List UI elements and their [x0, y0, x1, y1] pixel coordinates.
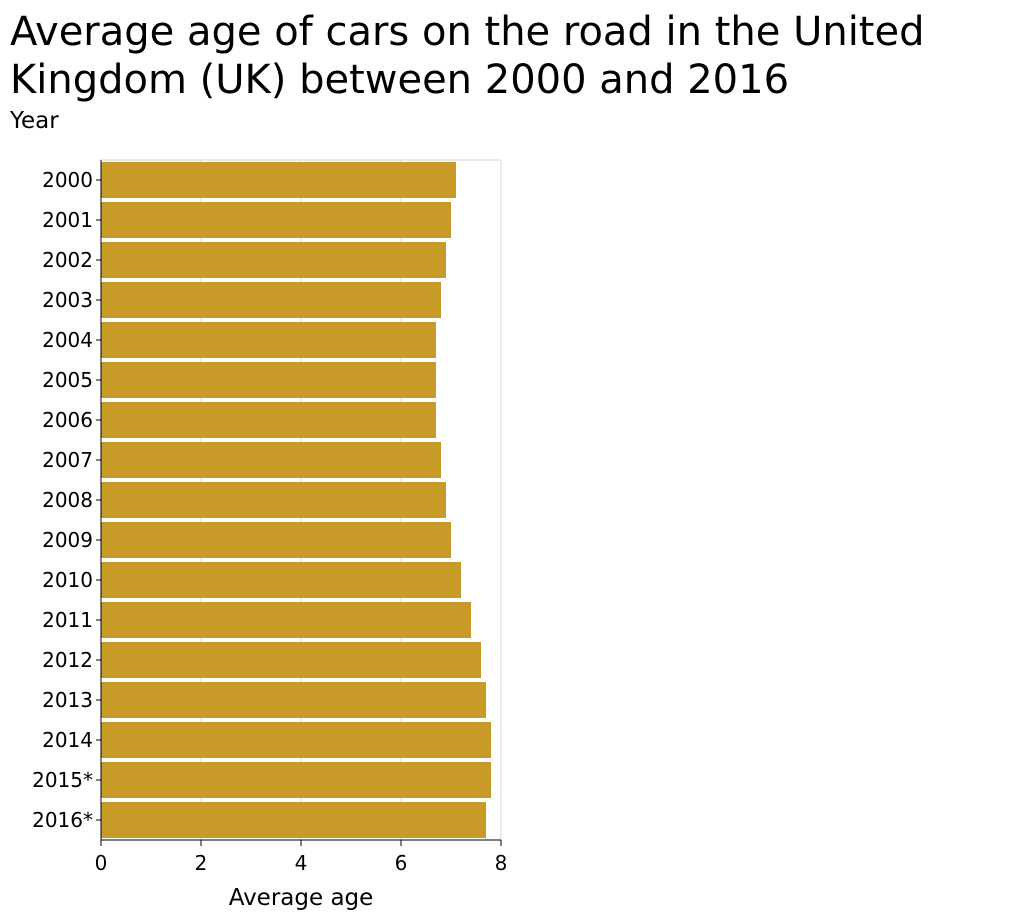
- bars: [101, 162, 491, 838]
- bar: [101, 362, 436, 398]
- axes: [96, 160, 502, 846]
- y-tick-label: 2000: [42, 168, 93, 192]
- y-tick-label: 2006: [42, 408, 93, 432]
- bar: [101, 402, 436, 438]
- x-tick-label: 0: [95, 851, 108, 875]
- x-tick-labels: 0 2 4 6 8: [95, 851, 508, 875]
- bar: [101, 802, 486, 838]
- x-tick-label: 8: [495, 851, 508, 875]
- bar: [101, 202, 451, 238]
- y-tick-label: 2004: [42, 328, 93, 352]
- y-tick-label: 2010: [42, 568, 93, 592]
- bar: [101, 442, 441, 478]
- y-tick-label: 2016*: [32, 808, 93, 832]
- bar: [101, 322, 436, 358]
- bar: [101, 482, 446, 518]
- bar: [101, 562, 461, 598]
- y-tick-label: 2014: [42, 728, 93, 752]
- y-tick-label: 2005: [42, 368, 93, 392]
- bar: [101, 722, 491, 758]
- y-tick-label: 2007: [42, 448, 93, 472]
- y-tick-label: 2012: [42, 648, 93, 672]
- x-axis-label: Average age: [229, 885, 374, 911]
- y-tick-label: 2003: [42, 288, 93, 312]
- bar: [101, 242, 446, 278]
- x-tick-label: 2: [195, 851, 208, 875]
- bar: [101, 522, 451, 558]
- bar: [101, 642, 481, 678]
- y-tick-label: 2001: [42, 208, 93, 232]
- y-tick-label: 2011: [42, 608, 93, 632]
- x-tick-label: 6: [395, 851, 408, 875]
- chart-title: Average age of cars on the road in the U…: [10, 9, 925, 103]
- y-tick-label: 2015*: [32, 768, 93, 792]
- bar: [101, 162, 456, 198]
- y-tick-label: 2002: [42, 248, 93, 272]
- bar: [101, 762, 491, 798]
- y-tick-label: 2008: [42, 488, 93, 512]
- y-tick-label: 2013: [42, 688, 93, 712]
- bar: [101, 682, 486, 718]
- y-axis-label: Year: [10, 108, 59, 134]
- y-tick-labels: 2000 2001 2002 2003 2004 2005 2006 2007 2008 2009…: [32, 168, 93, 832]
- bar: [101, 282, 441, 318]
- y-tick-label: 2009: [42, 528, 93, 552]
- bar: [101, 602, 471, 638]
- x-tick-label: 4: [295, 851, 308, 875]
